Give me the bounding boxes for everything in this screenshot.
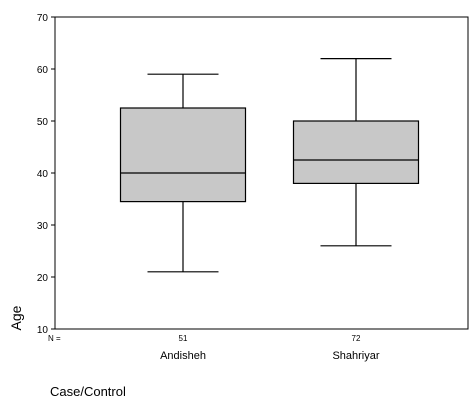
y-axis-title: Age (8, 305, 24, 330)
x-category-label: Andisheh (160, 350, 206, 362)
y-axis: 10 20 30 40 50 60 70 (37, 13, 55, 336)
y-tick-label: 30 (37, 221, 49, 232)
y-tick-label: 40 (37, 169, 49, 180)
y-tick-label: 10 (37, 325, 49, 336)
box-iqr (292, 120, 420, 185)
n-count-label: 51 (179, 334, 188, 343)
y-tick-label: 60 (37, 65, 49, 76)
n-count-label: 72 (352, 334, 361, 343)
x-axis-labels: 51 Andisheh 72 Shahriyar (160, 334, 380, 362)
y-tick-label: 70 (37, 13, 49, 24)
y-tick-label: 50 (37, 117, 49, 128)
y-tick-label: 20 (37, 273, 49, 284)
n-label: N = (48, 334, 61, 343)
x-axis-title: Case/Control (50, 384, 126, 399)
x-category-label: Shahriyar (332, 350, 379, 362)
box-iqr (119, 107, 247, 203)
boxes-layer (119, 57, 420, 273)
